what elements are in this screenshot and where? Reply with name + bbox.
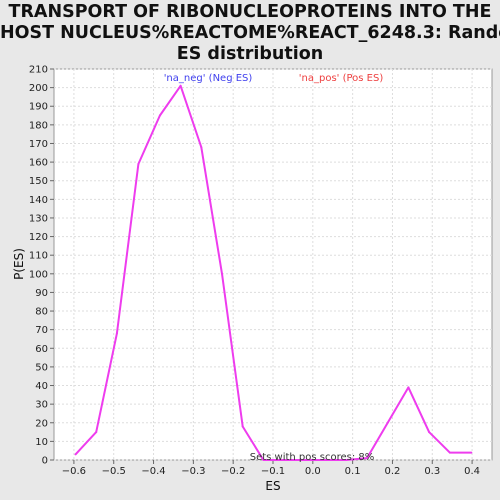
x-axis: −0.6 −0.5 −0.4 −0.3 −0.2 −0.1 0.0 0.1 0.2 0.3 0.4 — [62, 460, 480, 477]
es-data-point — [324, 459, 327, 461]
y-tick-label: 200 — [29, 83, 48, 94]
es-data-point — [74, 453, 77, 456]
es-data-point — [221, 272, 223, 275]
x-tick-label: 0.4 — [464, 466, 480, 477]
pos-scores-annotation: Sets with pos scores: 8% — [250, 452, 375, 463]
chart-title-line-1: TRANSPORT OF RIBONUCLEOPROTEINS INTO THE — [8, 2, 492, 22]
x-tick-label: −0.5 — [102, 466, 126, 477]
y-tick-label: 40 — [35, 381, 48, 392]
chart-title-line-2: HOST NUCLEUS%REACTOME%REACT_6248.3: Rand… — [0, 23, 500, 43]
es-data-point — [448, 451, 451, 454]
x-tick-label: −0.2 — [221, 466, 245, 477]
es-data-point — [366, 457, 368, 460]
es-data-point — [470, 451, 473, 454]
es-data-point — [262, 459, 265, 461]
es-data-point — [303, 459, 306, 461]
series-layer — [74, 84, 473, 461]
y-axis-title: P(ES) — [12, 248, 26, 280]
y-tick-label: 150 — [29, 176, 48, 187]
y-tick-label: 50 — [35, 362, 48, 373]
x-tick-label: 0.2 — [385, 466, 401, 477]
grid — [54, 68, 492, 461]
chart-title: TRANSPORT OF RIBONUCLEOPROTEINS INTO THE… — [0, 2, 500, 65]
y-tick-label: 140 — [29, 195, 48, 206]
x-tick-label: −0.3 — [181, 466, 205, 477]
es-data-point — [283, 459, 286, 461]
y-tick-label: 130 — [29, 213, 48, 224]
legend-pos: 'na_pos' (Pos ES) — [299, 73, 384, 84]
y-tick-label: 60 — [35, 344, 48, 355]
es-data-point — [386, 421, 389, 424]
chart-title-line-3: ES distribution — [176, 44, 324, 64]
es-data-point — [179, 84, 182, 87]
x-tick-label: −0.6 — [62, 466, 86, 477]
x-tick-label: 0.1 — [345, 466, 361, 477]
y-tick-label: 190 — [29, 102, 48, 113]
es-data-point — [158, 114, 161, 117]
es-data-point — [428, 431, 431, 434]
y-tick-label: 90 — [35, 288, 48, 299]
es-data-point — [200, 146, 203, 149]
y-tick-label: 70 — [35, 325, 48, 336]
y-tick-label: 120 — [29, 232, 48, 243]
y-tick-label: 210 — [29, 65, 48, 76]
x-axis-title: ES — [265, 479, 280, 493]
y-tick-label: 0 — [42, 456, 48, 467]
y-tick-label: 80 — [35, 307, 48, 318]
es-data-point — [345, 459, 348, 461]
x-tick-label: −0.4 — [141, 466, 165, 477]
y-tick-label: 100 — [29, 269, 48, 280]
x-tick-label: −0.1 — [261, 466, 285, 477]
x-tick-label: 0.0 — [305, 466, 321, 477]
es-data-point — [137, 163, 140, 165]
es-distribution-line — [74, 84, 472, 461]
x-tick-label: 0.3 — [424, 466, 440, 477]
y-tick-label: 180 — [29, 120, 48, 131]
es-data-point — [407, 386, 410, 389]
y-tick-label: 110 — [29, 251, 48, 262]
y-tick-label: 30 — [35, 400, 48, 411]
y-tick-label: 160 — [29, 158, 48, 169]
es-data-point — [115, 332, 118, 335]
y-tick-label: 10 — [35, 437, 48, 448]
es-data-point — [95, 431, 98, 434]
y-tick-label: 170 — [29, 139, 48, 150]
y-tick-label: 20 — [35, 418, 48, 429]
es-data-point — [241, 425, 244, 428]
legend-neg: 'na_neg' (Neg ES) — [164, 73, 253, 84]
y-axis: 0 10 20 30 40 50 60 70 80 90 100 110 120 130 140 150 160… — [29, 65, 54, 467]
